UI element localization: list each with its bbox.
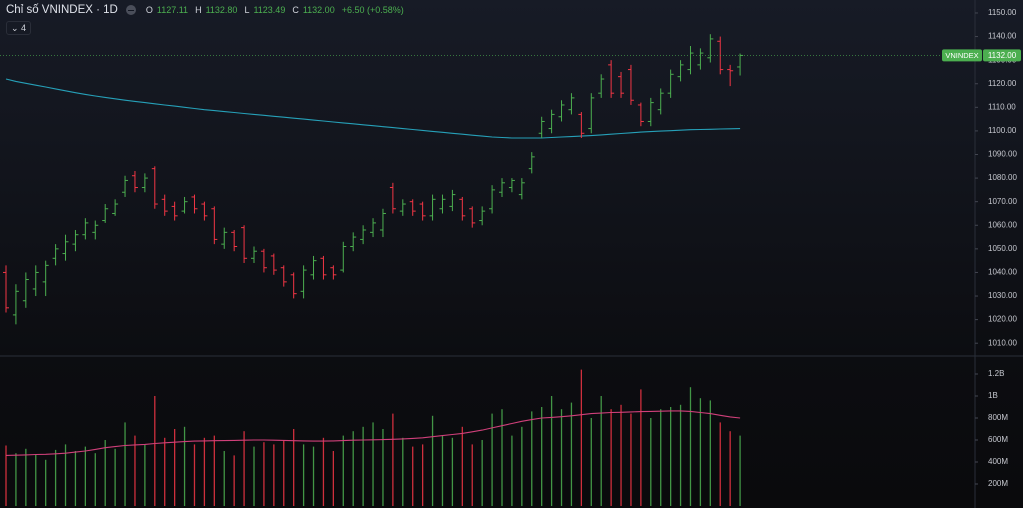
- low-key: L: [244, 5, 250, 15]
- y-tick-label: 1030.00: [988, 291, 1017, 300]
- volume-tick-label: 800M: [988, 413, 1008, 422]
- volume-tick-label: 400M: [988, 457, 1008, 466]
- volume-tick-label: 1B: [988, 391, 998, 400]
- symbol-badge: [942, 49, 982, 62]
- y-tick-label: 1020.00: [988, 315, 1017, 324]
- volume-tick-label: 200M: [988, 479, 1008, 488]
- volume-ma-line: [5, 410, 741, 456]
- symbol-badge-label: VNINDEX: [945, 51, 978, 60]
- volume-tick-label: 600M: [988, 435, 1008, 444]
- open-key: O: [145, 5, 153, 15]
- y-tick-label: 1110.00: [988, 102, 1016, 111]
- close-value: 1132.00: [302, 5, 335, 15]
- y-tick-label: 1120.00: [988, 79, 1017, 88]
- y-tick-label: 1010.00: [988, 338, 1017, 347]
- y-tick-label: 1140.00: [988, 32, 1017, 41]
- price-ma-line: [5, 78, 741, 139]
- high-key: H: [195, 5, 202, 15]
- close-key: C: [292, 5, 299, 15]
- indicator-count: 4: [21, 23, 27, 33]
- y-tick-label: 1040.00: [988, 268, 1017, 277]
- y-tick-label: 1070.00: [988, 197, 1017, 206]
- volume-tick-label: 1.2B: [988, 369, 1004, 378]
- indicator-toggle[interactable]: ⌄ 4: [6, 21, 32, 35]
- y-tick-label: 1060.00: [988, 220, 1017, 229]
- y-tick-label: 1090.00: [988, 150, 1017, 159]
- y-tick-label: 1100.00: [988, 126, 1017, 135]
- open-value: 1127.11: [156, 5, 189, 15]
- high-value: 1132.80: [205, 5, 238, 15]
- symbol-title: Chỉ số VNINDEX · 1D: [6, 4, 118, 16]
- hide-button[interactable]: [125, 5, 136, 15]
- last-price-label: 1132.00: [988, 51, 1017, 60]
- y-tick-label: 1080.00: [988, 173, 1017, 182]
- change-value: +6.50 (+0.58%): [341, 5, 404, 15]
- last-price-badge: [983, 49, 1021, 62]
- y-tick-label: 1050.00: [988, 244, 1017, 253]
- y-tick-label: 1150.00: [988, 8, 1017, 17]
- low-value: 1123.49: [253, 5, 286, 15]
